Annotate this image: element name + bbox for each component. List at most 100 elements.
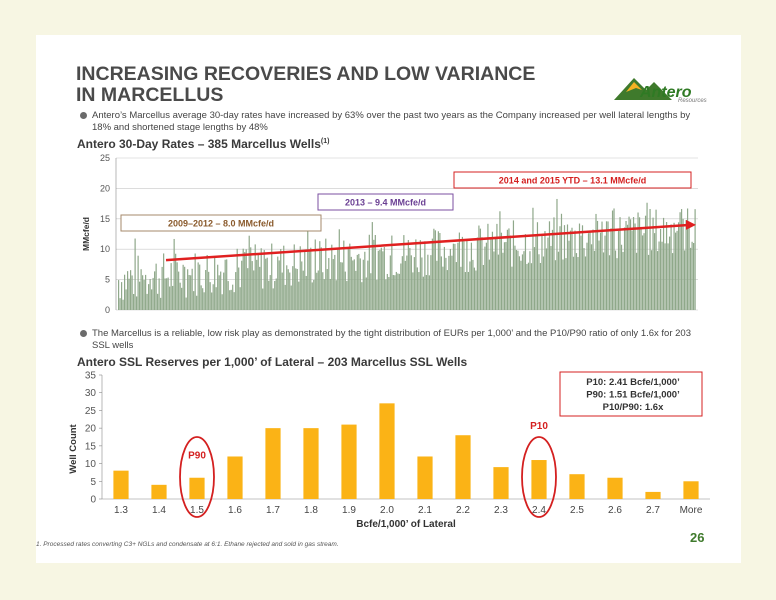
rate-bar	[667, 243, 669, 310]
rate-bar	[145, 274, 147, 310]
histogram-bar	[455, 435, 471, 499]
rate-bar	[383, 247, 385, 310]
rate-bar	[674, 232, 677, 310]
rate-bar	[229, 290, 231, 310]
rate-bar	[530, 263, 533, 310]
y-tick-label: 20	[100, 183, 110, 193]
histogram-bar	[265, 428, 281, 499]
rate-bar	[332, 259, 334, 310]
p10-label: P10	[530, 421, 548, 432]
y-tick-label: 25	[100, 153, 110, 163]
stats-line-2: P90: 1.51 Bcfe/1,000’	[586, 390, 679, 401]
rate-bar	[184, 266, 186, 310]
rate-bar	[268, 280, 270, 310]
y-tick-label: 10	[85, 459, 97, 470]
rate-bar	[473, 267, 476, 310]
rate-bar	[349, 243, 351, 310]
rate-bar	[232, 284, 234, 310]
rate-bar	[545, 248, 548, 310]
rate-bar	[308, 250, 310, 310]
x-tick-label: 1.4	[152, 505, 166, 516]
rate-bar	[254, 244, 256, 310]
y-tick-label: 15	[85, 441, 97, 452]
rate-bar	[286, 265, 288, 310]
title-line-2: IN MARCELLUS	[76, 84, 224, 106]
title-line-1: INCREASING RECOVERIES AND LOW VARIANCE	[76, 63, 536, 85]
rate-bar	[119, 298, 121, 310]
rate-bar	[551, 229, 554, 310]
rate-bar	[631, 230, 633, 310]
rate-bar	[322, 272, 324, 310]
rate-bar	[571, 227, 573, 310]
rate-bar	[187, 269, 189, 310]
rate-bar	[470, 242, 473, 310]
rate-bar	[323, 279, 325, 310]
rate-bar	[671, 253, 674, 310]
rate-bar	[248, 235, 250, 310]
rate-bar	[550, 245, 552, 310]
rate-bar	[173, 238, 175, 310]
rate-bar	[527, 262, 530, 310]
rate-bar	[401, 256, 403, 310]
rate-bar	[616, 258, 618, 310]
rate-bar	[175, 253, 177, 310]
rate-bar	[302, 270, 304, 310]
rate-bar	[191, 268, 193, 310]
rate-bar	[199, 264, 201, 310]
stats-line-3: P10/P90: 1.6x	[603, 402, 664, 413]
rate-bar	[356, 254, 358, 310]
rate-bar	[118, 280, 120, 310]
rate-bar	[172, 285, 174, 310]
rate-bar	[544, 231, 546, 310]
x-tick-label: 2.2	[456, 505, 470, 516]
rate-bar	[280, 249, 282, 310]
rate-bar	[574, 230, 576, 310]
rate-bar	[350, 256, 352, 310]
rate-bar	[337, 247, 339, 310]
rate-bar	[364, 251, 366, 310]
rate-bar	[224, 259, 226, 310]
rate-bar	[133, 294, 135, 310]
rate-bar	[124, 274, 126, 310]
rates-chart: 0 5 10 15 20 25 MMcfe/d 2009–2012 – 8.0 MMcfe/d…	[81, 153, 698, 315]
rate-bar	[553, 217, 555, 310]
rate-bar	[403, 235, 405, 310]
rate-bar	[448, 255, 450, 310]
rate-bar	[587, 233, 590, 310]
rate-bar	[613, 208, 615, 310]
rate-bar	[149, 278, 151, 310]
rate-bar	[518, 256, 521, 310]
rate-bar	[269, 275, 271, 310]
rate-bar	[460, 266, 462, 310]
rate-bar	[151, 289, 153, 310]
rate-bar	[440, 256, 442, 310]
rate-bar	[128, 278, 130, 310]
rate-bar	[653, 233, 656, 310]
rate-bar	[134, 238, 136, 310]
y-tick-label: 0	[90, 495, 96, 506]
rate-bar	[416, 267, 418, 310]
rate-bar	[154, 271, 156, 310]
rate-bar	[335, 280, 337, 310]
rate-bar	[611, 210, 614, 310]
rate-bar	[188, 275, 190, 310]
rate-bar	[578, 223, 581, 310]
rate-bar	[526, 263, 528, 310]
rate-bar	[409, 247, 411, 310]
x-tick-label: 2.1	[418, 505, 432, 516]
rate-bar	[127, 271, 129, 310]
rate-bar	[676, 230, 678, 310]
p10-circle	[521, 436, 557, 518]
rate-bar	[284, 284, 286, 310]
histogram-bar	[645, 491, 661, 499]
rate-bar	[140, 269, 142, 310]
rate-bar	[398, 273, 400, 310]
rate-bar	[443, 246, 445, 310]
rate-bar	[170, 263, 172, 310]
rate-bar	[457, 242, 459, 310]
rate-bar	[536, 222, 539, 310]
rate-bar	[689, 247, 692, 310]
rate-bar	[326, 269, 328, 310]
rate-bar	[601, 221, 603, 310]
rate-bar	[655, 209, 657, 310]
